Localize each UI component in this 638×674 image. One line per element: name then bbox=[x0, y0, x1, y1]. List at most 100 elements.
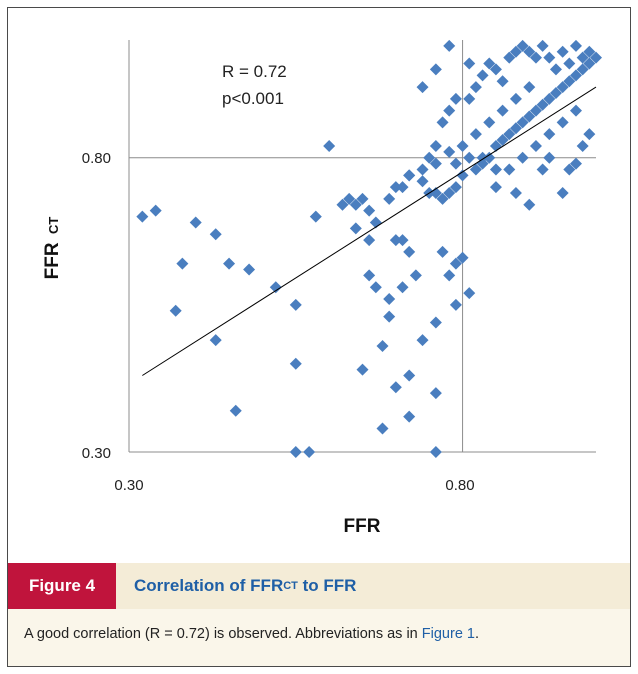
data-point bbox=[489, 181, 502, 194]
data-point bbox=[463, 92, 476, 105]
plot-area bbox=[128, 39, 602, 458]
data-point bbox=[209, 334, 222, 347]
data-point bbox=[529, 51, 542, 64]
caption-title-bar: Figure 4 Correlation of FFR CT to FFR bbox=[8, 563, 630, 609]
data-point bbox=[363, 269, 376, 282]
data-point bbox=[243, 263, 256, 276]
data-point bbox=[323, 139, 336, 152]
data-point bbox=[463, 287, 476, 300]
data-point bbox=[363, 204, 376, 217]
caption-body: A good correlation (R = 0.72) is observe… bbox=[8, 609, 630, 666]
data-point bbox=[149, 204, 162, 217]
data-point bbox=[449, 181, 462, 194]
data-point bbox=[509, 92, 522, 105]
data-point bbox=[503, 128, 516, 141]
data-point bbox=[563, 57, 576, 70]
data-point bbox=[416, 81, 429, 94]
scatter-chart: 0.80 0.30 0.30 0.80 FFR FFR CT R = 0.72 … bbox=[42, 39, 602, 537]
y-axis-label: FFR CT bbox=[42, 217, 63, 280]
data-point bbox=[436, 245, 449, 258]
figure-title-subscript: CT bbox=[283, 580, 298, 592]
svg-text:FFR CT: FFR CT bbox=[42, 217, 63, 280]
data-point bbox=[403, 169, 416, 182]
data-point bbox=[449, 157, 462, 170]
data-point bbox=[416, 175, 429, 188]
data-point bbox=[509, 187, 522, 200]
data-point bbox=[483, 151, 496, 164]
data-point bbox=[189, 216, 202, 229]
data-point bbox=[569, 39, 582, 52]
figure-1-link[interactable]: Figure 1 bbox=[421, 626, 475, 642]
data-point bbox=[516, 39, 529, 52]
annotation-p-value: p<0.001 bbox=[222, 89, 284, 108]
data-point bbox=[469, 128, 482, 141]
data-point bbox=[483, 57, 496, 70]
data-point bbox=[576, 139, 589, 152]
data-point bbox=[523, 45, 536, 58]
data-point bbox=[509, 122, 522, 135]
data-point bbox=[456, 169, 469, 182]
data-point bbox=[383, 310, 396, 323]
data-point bbox=[336, 198, 349, 211]
data-point bbox=[396, 234, 409, 247]
data-point bbox=[569, 104, 582, 117]
data-point bbox=[423, 151, 436, 164]
data-point bbox=[389, 181, 402, 194]
data-point bbox=[443, 269, 456, 282]
data-point bbox=[529, 104, 542, 117]
data-point bbox=[429, 316, 442, 329]
data-point bbox=[563, 75, 576, 88]
data-point bbox=[169, 304, 182, 317]
data-point bbox=[543, 128, 556, 141]
data-point bbox=[289, 446, 302, 458]
data-point bbox=[556, 116, 569, 129]
data-point bbox=[396, 181, 409, 194]
data-point bbox=[569, 69, 582, 82]
data-point bbox=[583, 128, 596, 141]
data-point bbox=[516, 151, 529, 164]
data-point bbox=[590, 51, 602, 64]
data-point bbox=[403, 410, 416, 423]
data-point bbox=[583, 45, 596, 58]
data-point bbox=[463, 151, 476, 164]
data-point bbox=[356, 363, 369, 376]
x-axis-label: FFR bbox=[344, 516, 381, 537]
data-point bbox=[503, 163, 516, 176]
data-point bbox=[389, 234, 402, 247]
figure-title-suffix: to FFR bbox=[297, 576, 357, 595]
data-point bbox=[436, 116, 449, 129]
data-point bbox=[556, 81, 569, 94]
data-point bbox=[443, 39, 456, 52]
regression-line bbox=[142, 86, 597, 376]
data-point bbox=[529, 139, 542, 152]
data-point bbox=[483, 116, 496, 129]
x-tick-label: 0.30 bbox=[114, 477, 143, 494]
data-point bbox=[456, 139, 469, 152]
caption-body-text: A good correlation (R = 0.72) is observe… bbox=[24, 626, 422, 642]
data-point bbox=[496, 134, 509, 147]
data-point bbox=[343, 192, 356, 205]
data-point bbox=[556, 45, 569, 58]
data-point bbox=[503, 51, 516, 64]
data-point bbox=[536, 163, 549, 176]
x-tick-label: 0.80 bbox=[445, 477, 474, 494]
data-point bbox=[496, 104, 509, 117]
data-point bbox=[576, 51, 589, 64]
data-point bbox=[463, 57, 476, 70]
figure-label: Figure 4 bbox=[8, 563, 116, 609]
data-point bbox=[523, 198, 536, 211]
data-point bbox=[536, 98, 549, 111]
data-point bbox=[303, 446, 316, 458]
data-point bbox=[549, 63, 562, 76]
data-point bbox=[356, 192, 369, 205]
data-point bbox=[489, 163, 502, 176]
data-point bbox=[536, 39, 549, 52]
data-point bbox=[269, 281, 282, 294]
data-point bbox=[409, 269, 422, 282]
y-axis-label-sub: CT bbox=[46, 217, 61, 234]
y-axis-label-main: FFR bbox=[42, 242, 63, 279]
data-point bbox=[416, 334, 429, 347]
data-point bbox=[429, 387, 442, 400]
data-point bbox=[209, 228, 222, 241]
figure-title-prefix: Correlation of FFR bbox=[134, 576, 284, 595]
